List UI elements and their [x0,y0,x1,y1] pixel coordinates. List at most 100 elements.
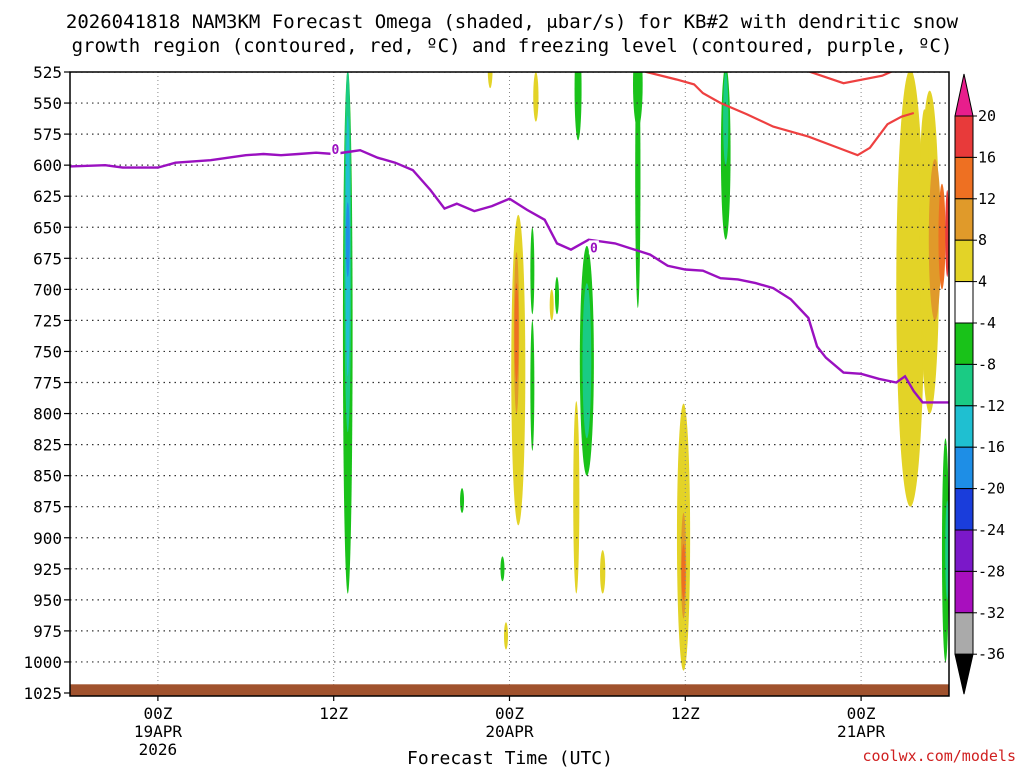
y-tick-label: 600 [33,156,62,175]
colorbar-segment [954,156,974,200]
colorbar-tick-label: -16 [978,438,1005,456]
x-tick-label: 12Z [671,704,700,723]
colorbar-segment [954,529,974,572]
omega-region [633,72,643,128]
x-tick-year: 2026 [139,740,178,759]
colorbar-tick-label: -12 [978,397,1005,415]
y-tick-label: 950 [33,591,62,610]
y-tick-label: 875 [33,498,62,517]
x-tick-label: 00Z [143,704,172,723]
omega-region [530,227,535,315]
omega-region [945,190,949,277]
colorbar-tick-label: 12 [978,190,996,208]
y-tick-label: 775 [33,374,62,393]
credit-text: coolwx.com/models [862,747,1016,765]
colorbar-segment [954,446,974,490]
colorbar-tick-label: -32 [978,604,1005,622]
omega-region [582,283,592,439]
y-tick-label: 975 [33,622,62,641]
omega-region [723,72,729,166]
y-tick-label: 575 [33,125,62,144]
colorbar-tick-label: -24 [978,521,1005,539]
omega-region [945,500,949,600]
colorbar-tick-label: 8 [978,231,987,249]
omega-region [345,202,350,277]
colorbar-tick-label: -4 [978,314,996,332]
omega-region [919,109,930,340]
colorbar-segment [954,612,974,655]
omega-region [530,320,535,451]
freezing-level-label: 0 [332,143,340,158]
x-tick-label: 00Z [847,704,876,723]
x-tick-date: 19APR [134,722,183,741]
omega-region [549,289,554,321]
y-tick-label: 525 [33,63,62,82]
omega-region [681,543,686,600]
colorbar-tick-label: 4 [978,273,987,291]
omega-region [533,72,539,122]
colorbar-tick-label: 20 [978,107,996,125]
omega-region [573,401,580,594]
colorbar-segment [954,405,974,448]
y-tick-label: 700 [33,280,62,299]
colorbar: 20 16 12 8 4 -4 -8 -12 -16 -20 -24 -28 -32 -36 [954,73,1005,695]
x-tick-date: 21APR [837,722,886,741]
freezing-level: 00 [70,142,949,404]
omega-region [554,276,559,315]
y-tick-label: 925 [33,560,62,579]
colorbar-bottom-arrow [954,653,974,695]
colorbar-top-arrow [954,73,974,117]
colorbar-tick-label: -28 [978,562,1005,580]
y-tick-label: 1000 [23,653,62,672]
y-tick-label: 900 [33,529,62,548]
terrain [70,684,949,696]
omega-region [503,622,508,650]
colorbar-tick-label: -36 [978,645,1005,663]
y-tick-label: 625 [33,187,62,206]
colorbar-tick-label: -20 [978,480,1005,498]
y-tick-label: 800 [33,405,62,424]
colorbar-tick-label: 16 [978,148,996,166]
omega-region [928,158,942,321]
colorbar-segment [954,363,974,407]
omega-region [600,550,606,594]
y-axis: 525 550 575 600 625 650 675 700 725 750 775 800 825 8… [23,63,70,703]
omega-region [460,488,465,513]
freezing-level-line [70,148,949,404]
colorbar-segment [954,198,974,241]
x-tick-label: 12Z [319,704,348,723]
colorbar-segment [954,322,974,365]
gridlines [70,72,949,696]
y-tick-label: 850 [33,467,62,486]
x-tick-date: 20APR [485,722,534,741]
y-tick-label: 675 [33,249,62,268]
dgz-contour-line [642,72,915,157]
y-tick-label: 750 [33,342,62,361]
y-tick-label: 825 [33,436,62,455]
y-tick-label: 1025 [23,684,62,703]
colorbar-segment [954,281,974,324]
y-tick-label: 550 [33,94,62,113]
x-tick-label: 00Z [495,704,524,723]
omega-region [635,72,641,308]
colorbar-segment [954,488,974,531]
freezing-level-label: 0 [590,241,598,256]
omega-region [574,72,582,141]
colorbar-segment [954,570,974,614]
omega-region [938,183,946,290]
freezing-label-bg [330,142,341,157]
omega-region [514,283,519,383]
y-tick-label: 650 [33,218,62,237]
colorbar-tick-label: -8 [978,355,996,373]
terrain-band [70,684,949,696]
omega-region [487,72,493,89]
omega-region [896,72,925,507]
colorbar-segment [954,115,974,158]
chart-title-line-1: 2026041818 NAM3KM Forecast Omega (shaded… [66,11,959,33]
freezing-label-bg [588,240,599,255]
chart-title-line-2: growth region (contoured, red, ºC) and f… [72,35,953,57]
colorbar-segment [954,239,974,283]
